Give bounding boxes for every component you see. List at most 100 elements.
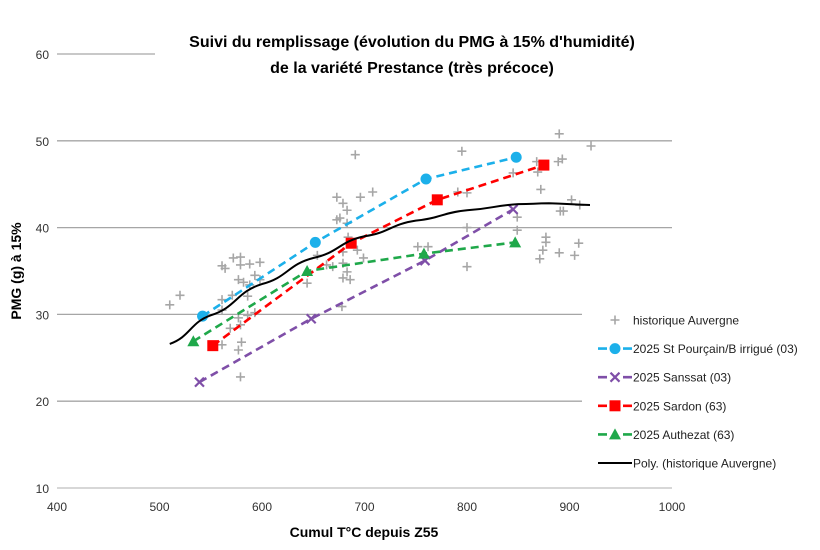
point-marker-triangle <box>301 265 314 276</box>
point-marker-triangle <box>417 247 430 259</box>
y-tick-label: 60 <box>36 48 50 62</box>
trendline <box>169 202 591 345</box>
legend-label: 2025 Sardon (63) <box>633 399 726 413</box>
series-historique-auvergne <box>165 129 596 382</box>
point-marker-plus <box>237 337 246 347</box>
point-marker-x <box>305 313 317 325</box>
series-2025-sanssat-03- <box>194 204 519 388</box>
point-marker-square <box>609 400 621 412</box>
point-marker-plus <box>338 198 348 208</box>
point-marker-plus <box>462 223 472 233</box>
point-marker-x <box>194 376 205 388</box>
series-line <box>192 241 516 343</box>
legend-label: 2025 Sanssat (03) <box>633 371 731 385</box>
point-marker-plus <box>350 150 360 160</box>
point-marker-plus <box>457 146 467 156</box>
point-marker-plus <box>574 238 584 248</box>
point-marker-circle <box>609 343 621 355</box>
point-marker-plus <box>462 262 472 272</box>
point-marker-plus <box>352 245 362 255</box>
point-marker-plus <box>335 213 345 223</box>
legend-background <box>582 300 820 480</box>
title-background <box>155 20 675 90</box>
point-marker-plus <box>338 273 348 283</box>
point-marker-plus <box>342 267 352 277</box>
point-marker-plus <box>554 129 564 139</box>
point-marker-plus <box>235 372 245 382</box>
point-marker-plus <box>239 277 249 287</box>
point-marker-plus <box>423 242 433 252</box>
legend: historique Auvergne 2025 St Pourçain/B ir… <box>598 314 798 471</box>
point-marker-plus <box>235 260 245 270</box>
x-tick-label: 500 <box>149 500 169 514</box>
tick-labels: 10 20 30 40 50 60 400 500 600 700 800 900 1000 <box>36 48 686 514</box>
point-marker-plus <box>536 184 546 194</box>
x-tick-label: 1000 <box>659 500 686 514</box>
point-marker-plus <box>368 187 378 197</box>
series-2025-authezat-63- <box>187 236 522 347</box>
y-axis-label: PMG (g) à 15% <box>8 222 24 320</box>
point-marker-plus <box>553 157 563 167</box>
series-line <box>201 156 517 318</box>
point-marker-x <box>507 204 519 215</box>
point-marker-plus <box>233 275 243 285</box>
point-marker-plus <box>228 253 238 263</box>
point-marker-square <box>207 340 219 352</box>
x-tick-label: 400 <box>47 500 67 514</box>
x-tick-label: 600 <box>252 500 272 514</box>
point-marker-plus <box>535 254 545 264</box>
point-marker-plus <box>345 275 355 285</box>
point-marker-plus <box>250 270 260 280</box>
point-marker-square <box>538 159 550 171</box>
legend-item: 2025 Sardon (63) <box>598 399 726 413</box>
point-marker-plus <box>610 315 620 325</box>
point-marker-plus <box>558 206 568 216</box>
point-marker-plus <box>512 225 522 235</box>
point-marker-plus <box>355 192 365 202</box>
point-marker-circle <box>309 236 321 248</box>
series-poly-historique-auvergne- <box>169 202 591 345</box>
legend-item: 2025 St Pourçain/B irrigué (03) <box>598 342 798 356</box>
point-marker-plus <box>533 167 543 177</box>
point-marker-plus <box>567 195 577 205</box>
point-marker-plus <box>332 192 342 202</box>
point-marker-plus <box>538 245 548 255</box>
point-marker-plus <box>554 248 564 258</box>
point-marker-plus <box>220 263 230 273</box>
point-marker-circle <box>197 310 209 322</box>
x-tick-label: 900 <box>559 500 579 514</box>
point-marker-plus <box>225 323 235 333</box>
point-marker-plus <box>245 259 255 269</box>
point-marker-plus <box>358 253 368 263</box>
point-marker-triangle <box>509 236 522 248</box>
x-axis-label: Cumul T°C depuis Z55 <box>290 524 439 540</box>
y-tick-label: 20 <box>36 395 50 409</box>
point-marker-plus <box>235 320 245 330</box>
chart-title-line-1: Suivi du remplissage (évolution du PMG à… <box>189 34 635 51</box>
point-marker-plus <box>342 205 352 215</box>
point-marker-plus <box>175 290 185 300</box>
legend-label: historique Auvergne <box>633 314 739 328</box>
legend-item: Poly. (historique Auvergne) <box>598 457 776 471</box>
point-marker-plus <box>235 252 245 262</box>
y-tick-label: 30 <box>36 308 50 322</box>
point-marker-plus <box>233 345 243 355</box>
legend-item: 2025 Sanssat (03) <box>598 371 731 385</box>
point-marker-circle <box>510 151 522 163</box>
point-marker-plus <box>217 295 227 305</box>
y-tick-label: 10 <box>36 482 50 496</box>
point-marker-x <box>609 371 621 383</box>
gridlines <box>57 53 672 489</box>
point-marker-plus <box>413 242 423 252</box>
point-marker-plus <box>255 257 265 267</box>
point-marker-triangle <box>609 428 621 440</box>
legend-label: Poly. (historique Auvergne) <box>633 457 776 471</box>
point-marker-plus <box>217 340 227 350</box>
legend-item: 2025 Authezat (63) <box>598 428 734 442</box>
chart-title-line-2: de la variété Prestance (très précoce) <box>270 60 554 77</box>
point-marker-plus <box>165 300 175 310</box>
y-tick-label: 50 <box>36 135 50 149</box>
point-marker-plus <box>570 250 580 260</box>
series-line <box>212 163 545 347</box>
point-marker-square <box>345 237 357 249</box>
